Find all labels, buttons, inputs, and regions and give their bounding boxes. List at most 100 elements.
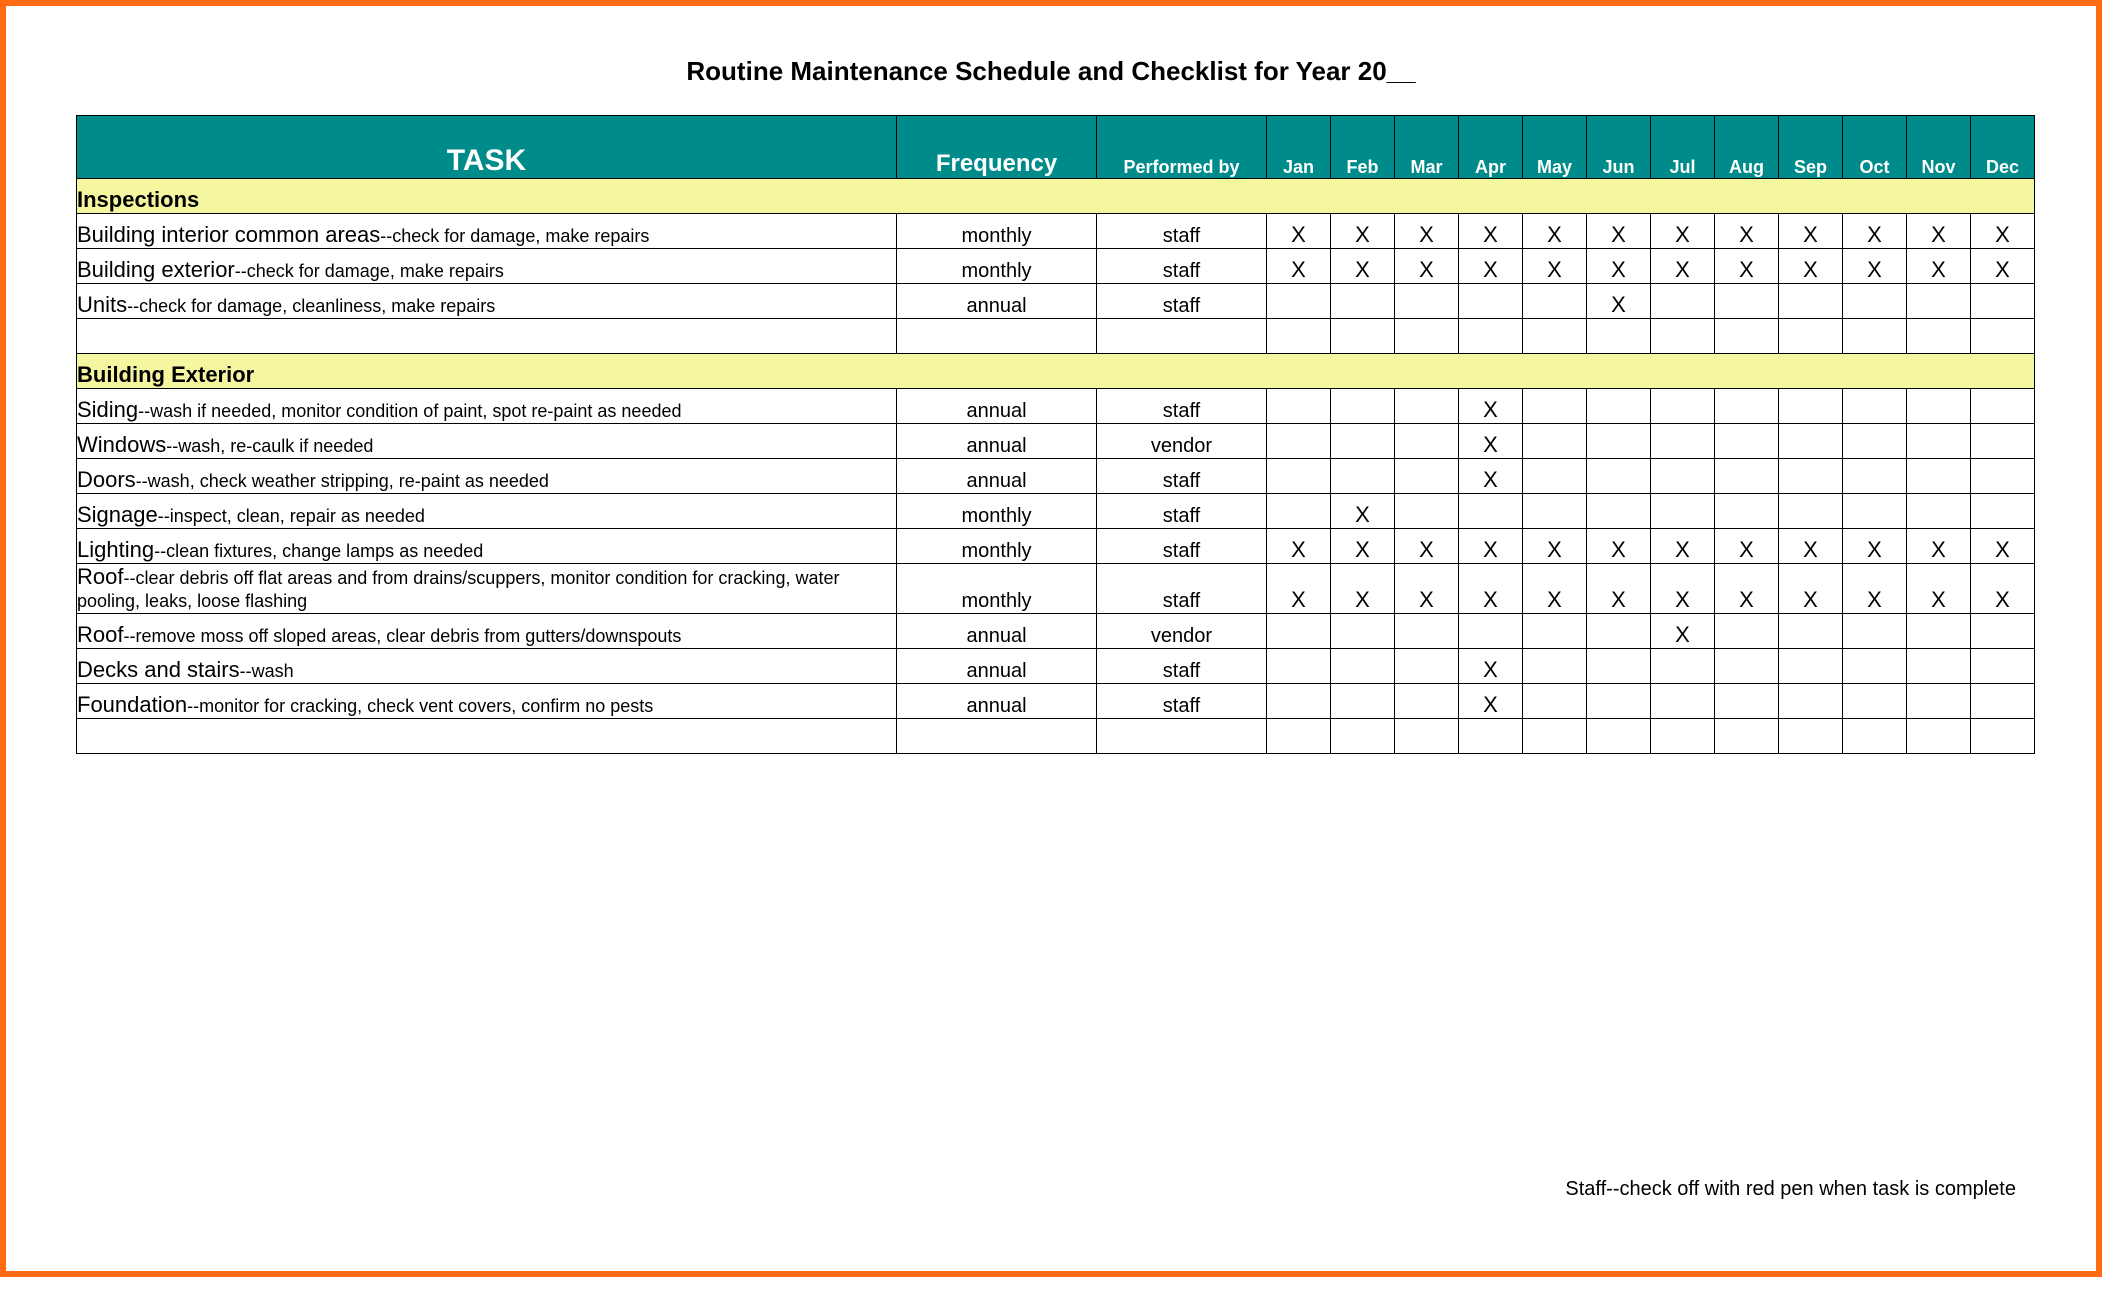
month-cell: X xyxy=(1971,249,2035,284)
frequency-cell: annual xyxy=(897,424,1097,459)
section-row: Building Exterior xyxy=(77,354,2035,389)
month-cell xyxy=(1715,494,1779,529)
empty-cell xyxy=(1779,319,1843,354)
empty-cell xyxy=(1331,719,1395,754)
empty-cell xyxy=(1523,319,1587,354)
performed-by-cell: staff xyxy=(1097,214,1267,249)
frequency-cell: annual xyxy=(897,389,1097,424)
task-cell: Building exterior--check for damage, mak… xyxy=(77,249,897,284)
month-cell: X xyxy=(1459,649,1523,684)
month-cell xyxy=(1331,459,1395,494)
month-cell: X xyxy=(1395,564,1459,614)
month-cell xyxy=(1779,684,1843,719)
performed-by-cell: staff xyxy=(1097,684,1267,719)
month-cell xyxy=(1971,494,2035,529)
month-cell: X xyxy=(1331,529,1395,564)
task-name: Units xyxy=(77,292,127,317)
frequency-cell: annual xyxy=(897,284,1097,319)
page-frame: Routine Maintenance Schedule and Checkli… xyxy=(0,0,2102,1277)
table-row: Decks and stairs--washannualstaffX xyxy=(77,649,2035,684)
month-cell: X xyxy=(1459,214,1523,249)
month-cell: X xyxy=(1907,564,1971,614)
col-header-month: Aug xyxy=(1715,116,1779,179)
month-cell: X xyxy=(1523,564,1587,614)
month-cell: X xyxy=(1843,529,1907,564)
month-cell: X xyxy=(1267,564,1331,614)
month-cell: X xyxy=(1779,529,1843,564)
month-cell: X xyxy=(1715,214,1779,249)
task-detail: --check for damage, make repairs xyxy=(235,261,504,281)
col-header-month: Jan xyxy=(1267,116,1331,179)
month-cell: X xyxy=(1459,424,1523,459)
month-cell xyxy=(1971,649,2035,684)
task-name: Doors xyxy=(77,467,136,492)
performed-by-cell: staff xyxy=(1097,249,1267,284)
empty-cell xyxy=(1715,719,1779,754)
month-cell xyxy=(1267,614,1331,649)
month-cell xyxy=(1267,494,1331,529)
month-cell: X xyxy=(1523,214,1587,249)
task-detail: --wash if needed, monitor condition of p… xyxy=(138,401,681,421)
frequency-cell: annual xyxy=(897,459,1097,494)
month-cell xyxy=(1395,649,1459,684)
month-cell: X xyxy=(1395,249,1459,284)
performed-by-cell: staff xyxy=(1097,389,1267,424)
month-cell xyxy=(1651,424,1715,459)
task-cell: Roof--clear debris off flat areas and fr… xyxy=(77,564,897,614)
task-detail: --inspect, clean, repair as needed xyxy=(158,506,425,526)
task-cell: Doors--wash, check weather stripping, re… xyxy=(77,459,897,494)
table-header-row: TASK Frequency Performed by Jan Feb Mar … xyxy=(77,116,2035,179)
content-area: Routine Maintenance Schedule and Checkli… xyxy=(6,6,2096,754)
empty-cell xyxy=(1523,719,1587,754)
table-row: Units--check for damage, cleanliness, ma… xyxy=(77,284,2035,319)
month-cell: X xyxy=(1715,529,1779,564)
month-cell xyxy=(1587,649,1651,684)
month-cell: X xyxy=(1843,214,1907,249)
month-cell xyxy=(1587,389,1651,424)
task-cell: Signage--inspect, clean, repair as neede… xyxy=(77,494,897,529)
month-cell xyxy=(1971,424,2035,459)
month-cell xyxy=(1331,424,1395,459)
frequency-cell: monthly xyxy=(897,564,1097,614)
month-cell xyxy=(1907,684,1971,719)
empty-cell xyxy=(1843,719,1907,754)
month-cell xyxy=(1907,649,1971,684)
task-name: Siding xyxy=(77,397,138,422)
month-cell: X xyxy=(1651,214,1715,249)
month-cell xyxy=(1523,649,1587,684)
month-cell xyxy=(1779,459,1843,494)
month-cell: X xyxy=(1651,614,1715,649)
empty-cell xyxy=(77,319,897,354)
task-detail: --clear debris off flat areas and from d… xyxy=(77,568,839,611)
month-cell xyxy=(1971,684,2035,719)
month-cell: X xyxy=(1331,249,1395,284)
month-cell xyxy=(1331,684,1395,719)
month-cell: X xyxy=(1715,564,1779,614)
month-cell: X xyxy=(1459,249,1523,284)
empty-cell xyxy=(897,319,1097,354)
empty-cell xyxy=(1971,319,2035,354)
col-header-month: Nov xyxy=(1907,116,1971,179)
month-cell: X xyxy=(1523,249,1587,284)
month-cell xyxy=(1907,284,1971,319)
performed-by-cell: staff xyxy=(1097,284,1267,319)
table-body: InspectionsBuilding interior common area… xyxy=(77,179,2035,754)
table-row-empty xyxy=(77,719,2035,754)
month-cell: X xyxy=(1267,249,1331,284)
month-cell xyxy=(1651,459,1715,494)
month-cell: X xyxy=(1267,529,1331,564)
month-cell xyxy=(1715,614,1779,649)
empty-cell xyxy=(1651,319,1715,354)
task-cell: Windows--wash, re-caulk if needed xyxy=(77,424,897,459)
empty-cell xyxy=(1459,319,1523,354)
task-detail: --wash, check weather stripping, re-pain… xyxy=(136,471,549,491)
col-header-month: Jul xyxy=(1651,116,1715,179)
empty-cell xyxy=(1395,319,1459,354)
empty-cell xyxy=(1331,319,1395,354)
table-row: Roof--remove moss off sloped areas, clea… xyxy=(77,614,2035,649)
col-header-month: Apr xyxy=(1459,116,1523,179)
month-cell xyxy=(1587,684,1651,719)
month-cell: X xyxy=(1587,214,1651,249)
task-name: Roof xyxy=(77,622,123,647)
section-label: Inspections xyxy=(77,179,2035,214)
